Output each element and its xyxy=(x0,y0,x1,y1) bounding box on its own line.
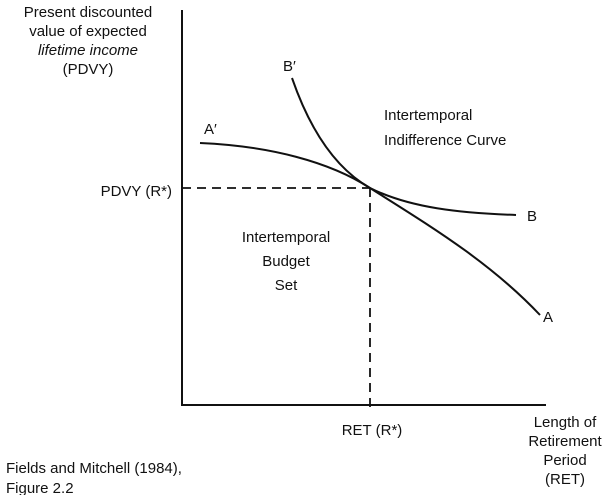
axes xyxy=(181,10,546,406)
x-axis-label: Retirement xyxy=(528,433,602,450)
budget-label: Budget xyxy=(262,253,310,270)
x-axis-label: Length of xyxy=(534,414,597,431)
y-axis-label: (PDVY) xyxy=(63,61,114,78)
curve-label: A′ xyxy=(204,121,217,138)
y-point-label: PDVY (R*) xyxy=(101,183,172,200)
curve-label: B′ xyxy=(283,58,296,75)
indifference-label: Indifference Curve xyxy=(384,132,506,149)
x-axis-label: Period xyxy=(543,452,586,469)
x-point-label: RET (R*) xyxy=(342,422,403,439)
curve-label: B xyxy=(527,208,537,225)
source: Figure 2.2 xyxy=(6,480,74,495)
budget-label: Set xyxy=(275,277,298,294)
x-axis-label: (RET) xyxy=(545,471,585,488)
curve-label: A xyxy=(543,309,553,326)
source: Fields and Mitchell (1984), xyxy=(6,460,182,477)
y-axis-label: value of expected xyxy=(29,23,147,40)
indifference-curve xyxy=(291,77,517,216)
y-axis-label: lifetime income xyxy=(38,42,138,59)
budget-label: Intertemporal xyxy=(242,229,330,246)
indifference-label: Intertemporal xyxy=(384,107,472,124)
y-axis-label: Present discounted xyxy=(24,4,152,21)
